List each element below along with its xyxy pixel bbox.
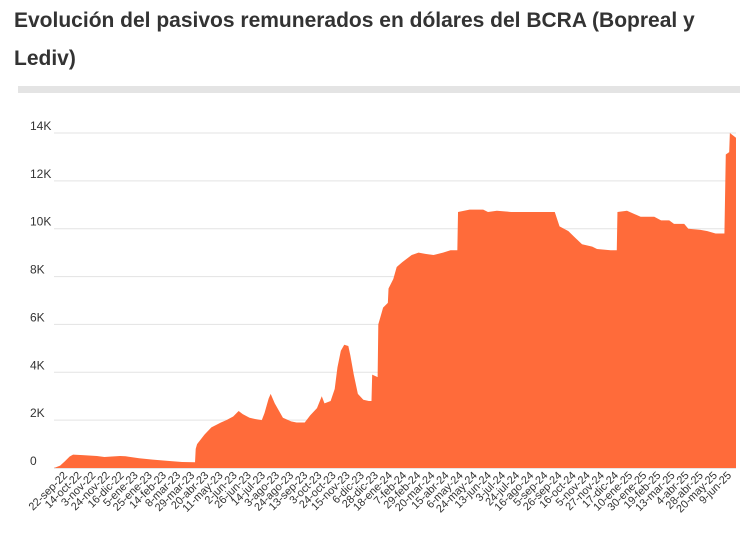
title-divider xyxy=(18,86,740,93)
x-axis-ticks: 22-sep-2214-oct-223-nov-2224-nov-2216-di… xyxy=(27,470,735,516)
y-tick-label: 4K xyxy=(30,358,45,372)
y-tick-label: 8K xyxy=(30,263,45,277)
y-tick-label: 12K xyxy=(30,167,51,181)
y-axis-ticks: 0 2K 4K 6K 8K 10K 12K 14K xyxy=(30,119,51,468)
y-tick-label: 6K xyxy=(30,310,45,324)
y-tick-label: 10K xyxy=(30,215,51,229)
series-area xyxy=(54,133,736,468)
series-area-0 xyxy=(54,133,736,468)
y-tick-label: 14K xyxy=(30,119,51,133)
y-tick-label: 2K xyxy=(30,406,45,420)
chart-title: Evolución del pasivos remunerados en dól… xyxy=(14,9,695,70)
y-tick-label: 0 xyxy=(30,454,37,468)
